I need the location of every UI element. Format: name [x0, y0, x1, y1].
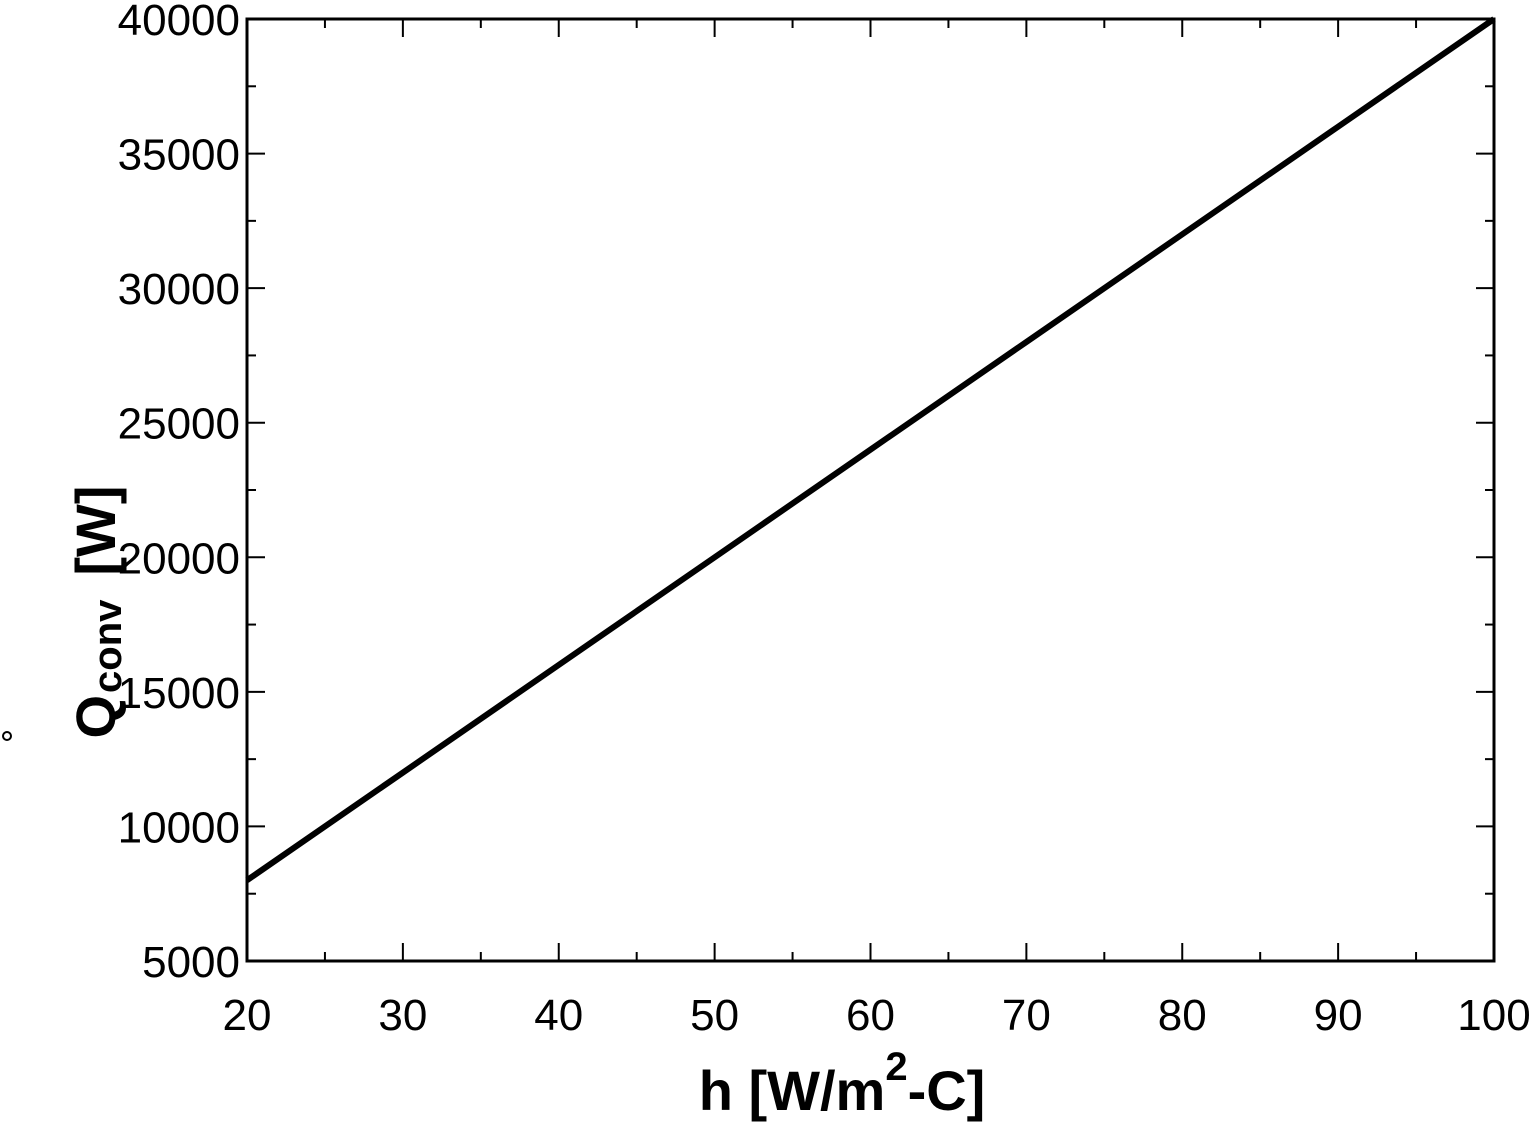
x-label-sup: 2 — [885, 1045, 907, 1089]
plot-frame — [245, 17, 1496, 963]
x-tick-label: 90 — [1314, 991, 1363, 1040]
y-tick-label: 25000 — [118, 400, 240, 449]
y-tick-label: 15000 — [118, 669, 240, 718]
x-tick-label: 50 — [690, 991, 739, 1040]
x-tick-label: 40 — [534, 991, 583, 1040]
x-tick-label: 80 — [1158, 991, 1207, 1040]
y-tick-label: 20000 — [118, 534, 240, 583]
x-label-main: h [W/m — [699, 1059, 886, 1122]
data-line — [245, 16, 1496, 883]
y-tick-label: 5000 — [142, 938, 240, 987]
y-label-sub: conv — [86, 599, 130, 693]
y-tick-label: 35000 — [118, 131, 240, 180]
x-label-tail: -C] — [908, 1059, 986, 1122]
y-tick-label: 40000 — [118, 0, 240, 45]
x-tick-label: 100 — [1457, 991, 1530, 1040]
y-axis-label: Qconv [W] — [64, 485, 130, 738]
y-tick-label: 30000 — [118, 265, 240, 314]
x-tick-label: 70 — [1002, 991, 1051, 1040]
y-label-main: Q — [64, 695, 127, 739]
y-label-unit: [W] — [64, 485, 127, 575]
x-axis-label: h [W/m2-C] — [699, 1045, 986, 1122]
dot-accent — [2, 731, 12, 741]
x-tick-label: 30 — [378, 991, 427, 1040]
x-tick-label: 20 — [223, 991, 272, 1040]
y-tick-label: 10000 — [118, 803, 240, 852]
x-tick-label: 60 — [846, 991, 895, 1040]
